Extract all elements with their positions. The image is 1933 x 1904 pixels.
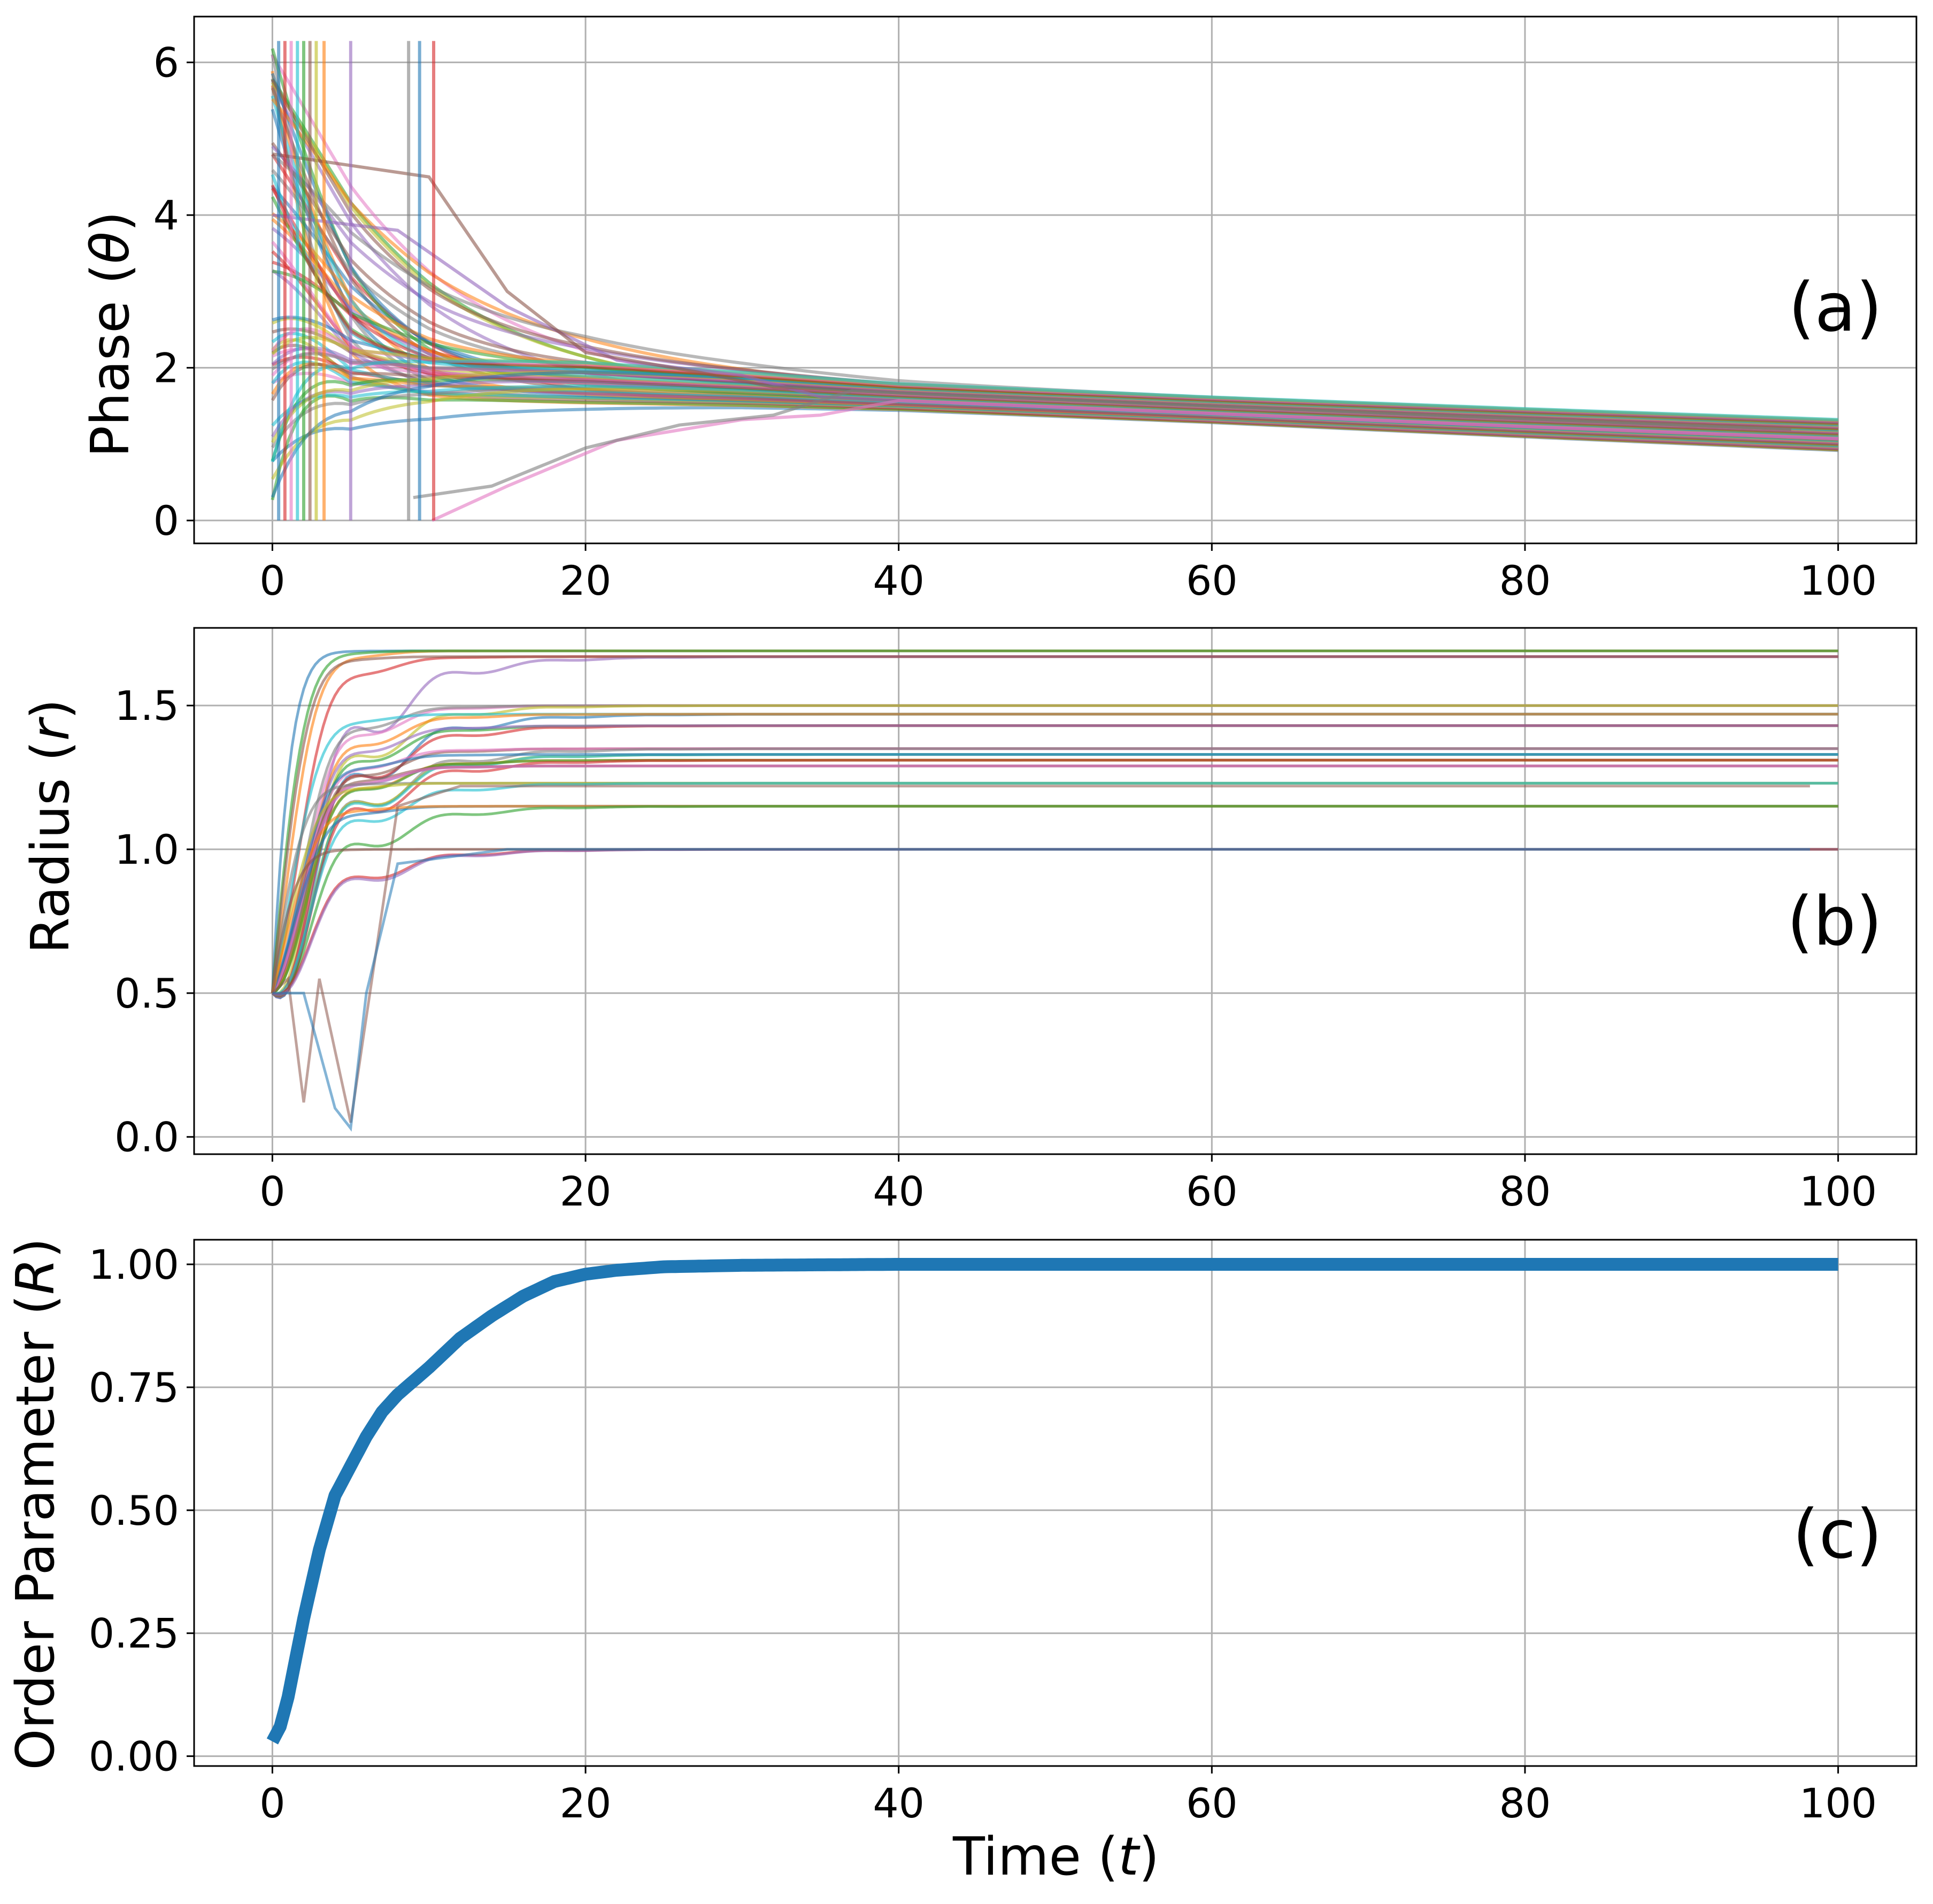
radius-trajectory bbox=[272, 704, 1838, 996]
radius-y-axis-label: Radius (r) bbox=[20, 699, 81, 954]
y-tick-label: 2 bbox=[153, 344, 179, 392]
y-tick-label: 0.50 bbox=[89, 1487, 179, 1534]
y-tick-label: 1.0 bbox=[114, 826, 179, 873]
order-panel-label: (c) bbox=[1792, 1495, 1882, 1573]
x-tick-label: 80 bbox=[1499, 1779, 1551, 1827]
x-tick-label: 0 bbox=[259, 1168, 285, 1215]
radius-ticks: 0 20 40 60 80 100 0.0 0.5 1.0 1.5 bbox=[114, 682, 1877, 1215]
order-grid bbox=[194, 1240, 1916, 1766]
phase-panel-label: (a) bbox=[1788, 268, 1882, 347]
phase-trajectory-slow bbox=[431, 399, 1838, 522]
radius-trajectory bbox=[272, 781, 1838, 995]
x-tick-label: 0 bbox=[259, 557, 285, 604]
radius-lines bbox=[271, 649, 1838, 1132]
phase-panel: 0 20 40 60 80 100 0 2 4 6 Phase (θ) (a) bbox=[80, 16, 1917, 604]
y-tick-label: 0.75 bbox=[89, 1364, 179, 1411]
order-parameter-line bbox=[266, 1258, 1841, 1745]
x-tick-label: 60 bbox=[1186, 1779, 1238, 1827]
x-tick-label: 40 bbox=[873, 1779, 925, 1827]
phase-trajectory-slow bbox=[413, 389, 1791, 500]
y-tick-label: 0.25 bbox=[89, 1610, 179, 1657]
phase-ticks: 0 20 40 60 80 100 0 2 4 6 bbox=[153, 39, 1877, 604]
y-tick-label: 0.5 bbox=[114, 970, 179, 1017]
radius-dip-trajectory bbox=[271, 785, 1810, 1123]
order-parameter-panel: 0 20 40 60 80 100 0.00 0.25 0.50 0.75 1.00 Order P… bbox=[5, 1238, 1917, 1887]
order-ticks: 0 20 40 60 80 100 0.00 0.25 0.50 0.75 1.00 bbox=[89, 1241, 1877, 1827]
radius-panel: 0 20 40 60 80 100 0.0 0.5 1.0 1.5 Radius (r) (b) bbox=[20, 627, 1917, 1215]
x-tick-label: 40 bbox=[873, 557, 925, 604]
x-tick-label: 100 bbox=[1799, 557, 1877, 604]
x-tick-label: 60 bbox=[1186, 557, 1238, 604]
y-tick-label: 0.00 bbox=[89, 1733, 179, 1780]
y-tick-label: 4 bbox=[153, 191, 179, 239]
radius-dip-trajectory bbox=[272, 848, 1810, 1132]
radius-axes-frame bbox=[193, 627, 1917, 1155]
x-tick-label: 40 bbox=[873, 1168, 925, 1215]
x-tick-label: 80 bbox=[1499, 557, 1551, 604]
x-tick-label: 80 bbox=[1499, 1168, 1551, 1215]
radius-panel-label: (b) bbox=[1787, 882, 1882, 961]
phase-y-axis-label: Phase (θ) bbox=[80, 211, 141, 457]
x-tick-label: 20 bbox=[560, 557, 612, 604]
phase-axes-frame bbox=[193, 16, 1917, 544]
radius-trajectory bbox=[271, 712, 1838, 994]
x-tick-label: 100 bbox=[1799, 1168, 1877, 1215]
radius-trajectory bbox=[271, 655, 1838, 994]
radius-trajectory bbox=[271, 649, 1838, 994]
y-tick-label: 0.0 bbox=[114, 1114, 179, 1161]
order-axes-frame bbox=[193, 1239, 1917, 1767]
order-lines bbox=[266, 1258, 1841, 1745]
time-x-axis-label: Time (t) bbox=[952, 1826, 1159, 1887]
x-tick-label: 60 bbox=[1186, 1168, 1238, 1215]
x-tick-label: 100 bbox=[1799, 1779, 1877, 1827]
y-tick-label: 1.00 bbox=[89, 1241, 179, 1288]
radius-trajectory bbox=[271, 724, 1838, 994]
x-tick-label: 20 bbox=[560, 1779, 612, 1827]
x-tick-label: 20 bbox=[560, 1168, 612, 1215]
order-y-axis-label: Order Parameter (R) bbox=[5, 1238, 66, 1770]
phase-lines bbox=[271, 41, 1838, 522]
y-tick-label: 1.5 bbox=[114, 682, 179, 730]
phase-trajectory bbox=[271, 359, 1838, 463]
y-tick-label: 6 bbox=[153, 39, 179, 87]
y-tick-label: 0 bbox=[153, 497, 179, 544]
radius-trajectory bbox=[271, 753, 1838, 994]
radius-trajectory bbox=[272, 804, 1838, 997]
x-tick-label: 0 bbox=[259, 1779, 285, 1827]
